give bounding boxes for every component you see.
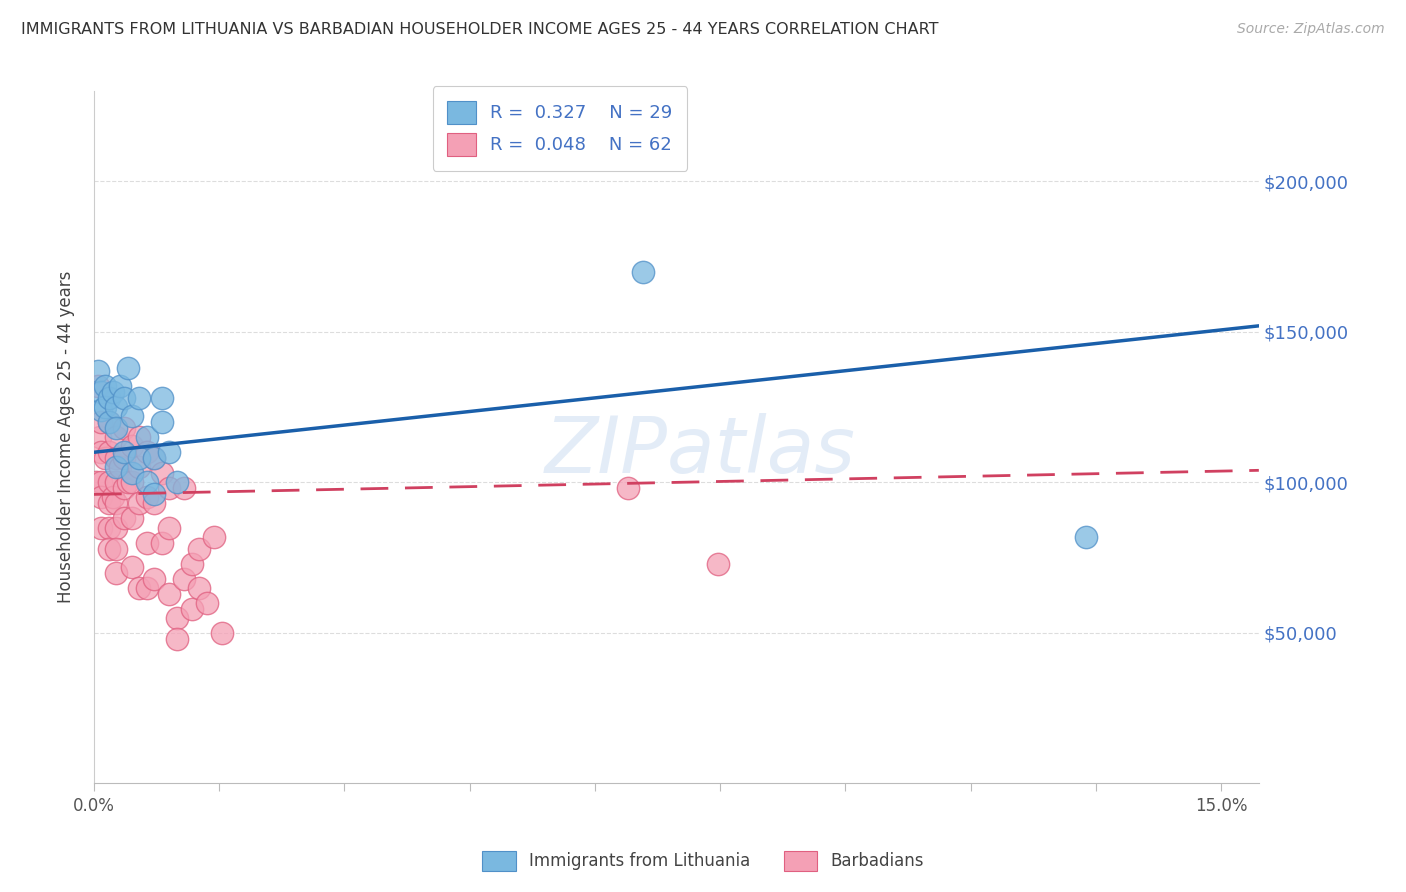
Point (128, 460, 150, 475)
Point (211, 625, 233, 640)
Legend: R =  0.327    N = 29, R =  0.048    N = 62: R = 0.327 N = 29, R = 0.048 N = 62 (433, 87, 688, 170)
Point (121, 511, 143, 525)
Point (143, 572, 166, 586)
Point (105, 421, 128, 435)
Point (117, 475, 139, 490)
Point (135, 445, 157, 459)
Point (166, 632, 188, 646)
Point (112, 451, 135, 466)
Point (112, 391, 135, 405)
Point (128, 496, 150, 510)
Point (90, 403, 112, 417)
Point (173, 482, 195, 496)
Text: Source: ZipAtlas.com: Source: ZipAtlas.com (1237, 22, 1385, 37)
Point (121, 559, 143, 574)
Point (105, 566, 128, 580)
Point (101, 491, 124, 505)
Point (121, 439, 143, 453)
Point (97, 415, 120, 429)
Point (150, 415, 173, 429)
Point (188, 581, 211, 595)
Point (94, 379, 117, 393)
Point (128, 430, 150, 444)
Point (110, 460, 132, 475)
Point (150, 391, 173, 405)
Point (706, 557, 728, 571)
Point (121, 409, 143, 424)
Point (157, 482, 180, 496)
Point (97, 541, 120, 556)
Point (173, 572, 195, 586)
Point (105, 460, 128, 475)
Point (143, 451, 166, 466)
Point (135, 535, 157, 549)
Point (97, 415, 120, 429)
Point (616, 482, 638, 496)
Point (128, 391, 150, 405)
Point (202, 530, 225, 544)
Legend: Immigrants from Lithuania, Barbadians: Immigrants from Lithuania, Barbadians (474, 842, 932, 880)
Point (112, 482, 135, 496)
Point (105, 520, 128, 534)
Point (143, 487, 166, 501)
Point (195, 596, 218, 610)
Point (90, 385, 112, 400)
Point (97, 475, 120, 490)
Point (150, 467, 173, 481)
Point (188, 541, 211, 556)
Point (105, 475, 128, 490)
Y-axis label: Householder Income Ages 25 - 44 years: Householder Income Ages 25 - 44 years (58, 271, 75, 603)
Point (97, 391, 120, 405)
Point (135, 581, 157, 595)
Point (180, 601, 202, 615)
Point (1074, 530, 1097, 544)
Point (112, 511, 135, 525)
Point (105, 400, 128, 414)
Point (135, 475, 157, 490)
Point (90, 415, 112, 429)
Point (112, 445, 135, 459)
Point (128, 581, 150, 595)
Text: ZIPatlas: ZIPatlas (544, 413, 855, 489)
Point (97, 445, 120, 459)
Point (135, 430, 157, 444)
Point (84, 475, 107, 490)
Point (166, 611, 188, 625)
Point (166, 475, 188, 490)
Point (128, 451, 150, 466)
Point (94, 451, 117, 466)
Point (90, 475, 112, 490)
Point (143, 451, 166, 466)
Point (89, 430, 111, 444)
Point (180, 557, 202, 571)
Point (94, 400, 117, 414)
Point (112, 421, 135, 435)
Point (157, 520, 180, 534)
Point (631, 265, 654, 279)
Point (157, 445, 180, 459)
Point (117, 361, 139, 376)
Point (90, 491, 112, 505)
Point (110, 379, 132, 393)
Point (90, 520, 112, 534)
Point (121, 467, 143, 481)
Point (86, 379, 108, 393)
Text: IMMIGRANTS FROM LITHUANIA VS BARBADIAN HOUSEHOLDER INCOME AGES 25 - 44 YEARS COR: IMMIGRANTS FROM LITHUANIA VS BARBADIAN H… (21, 22, 939, 37)
Point (105, 430, 128, 444)
Point (90, 445, 112, 459)
Point (97, 520, 120, 534)
Point (97, 496, 120, 510)
Point (150, 535, 173, 549)
Point (157, 587, 180, 601)
Point (86, 364, 108, 378)
Point (105, 541, 128, 556)
Point (143, 496, 166, 510)
Point (135, 491, 157, 505)
Point (101, 385, 124, 400)
Point (105, 496, 128, 510)
Point (105, 451, 128, 466)
Point (121, 475, 143, 490)
